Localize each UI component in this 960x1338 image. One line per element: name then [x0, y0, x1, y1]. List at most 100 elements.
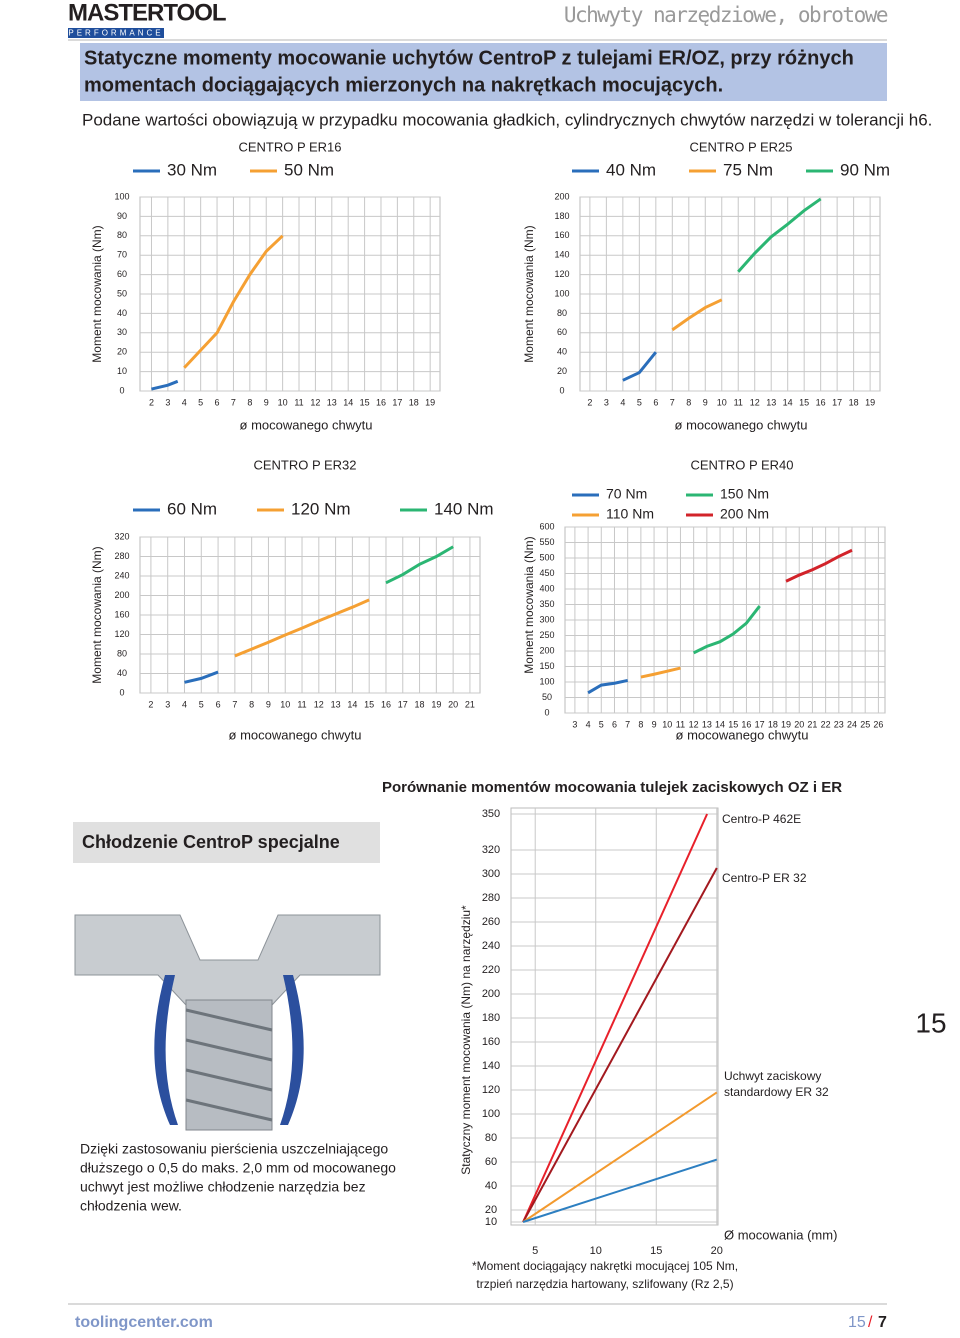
y-tick-label: 240: [482, 940, 500, 952]
brand: MASTERTOOL: [68, 0, 226, 26]
side-tab: 15: [915, 1007, 946, 1038]
y-tick-label: 320: [482, 844, 500, 856]
x-tick-label: 5: [637, 397, 642, 407]
y-tick-label: 260: [482, 916, 500, 928]
brand-sub: PERFORMANCE: [68, 29, 163, 38]
title-line: Statyczne momenty mocowanie uchytów Cent…: [84, 47, 854, 69]
cooling-text: uchwyt jest możliwe chłodzenie narzędzia…: [80, 1179, 366, 1195]
y-tick-label: 70: [117, 250, 127, 260]
chart-title: CENTRO P ER40: [690, 457, 793, 472]
x-tick-label: 17: [755, 719, 765, 729]
y-tick-label: 100: [482, 1108, 500, 1120]
x-tick-label: 8: [247, 397, 252, 407]
x-tick-label: 8: [638, 719, 643, 729]
cooling-text: dłuższego o 0,5 do maks. 2,0 mm od mocow…: [80, 1160, 396, 1176]
y-axis-label: Moment mocowania (Nm): [90, 546, 104, 683]
x-tick-label: 5: [198, 397, 203, 407]
y-tick-label: 0: [544, 707, 549, 717]
y-tick-label: 80: [485, 1132, 497, 1144]
series-line: [640, 666, 681, 679]
x-tick-label: 13: [766, 397, 776, 407]
x-tick-label: 14: [347, 699, 357, 709]
series-line: [587, 678, 628, 695]
y-axis-label: Statyczny moment mocowania (Nm) na narzę…: [459, 905, 473, 1175]
x-tick-label: 4: [182, 397, 187, 407]
x-axis-label: Ø mocowania (mm): [724, 1227, 837, 1242]
y-tick-label: 400: [539, 583, 554, 593]
y-tick-label: 220: [482, 964, 500, 976]
x-tick-label: 5: [199, 699, 204, 709]
y-tick-label: 300: [482, 868, 500, 880]
x-tick-label: 20: [448, 699, 458, 709]
legend-label: 30 Nm: [167, 160, 217, 179]
footer-page: 15: [848, 1314, 866, 1331]
y-tick-label: 20: [117, 347, 127, 357]
y-tick-label: 150: [539, 661, 554, 671]
x-tick-label: 6: [216, 699, 221, 709]
x-tick-label: 18: [409, 397, 419, 407]
y-tick-label: 350: [539, 599, 554, 609]
chart-title: CENTRO P ER25: [689, 139, 792, 154]
y-tick-label: 240: [114, 570, 129, 580]
x-tick-label: 14: [343, 397, 353, 407]
series-line: [622, 351, 657, 382]
x-tick-label: 19: [425, 397, 435, 407]
x-tick-label: 10: [662, 719, 672, 729]
y-tick-label: 120: [114, 629, 129, 639]
x-tick-label: 17: [832, 397, 842, 407]
series-line: [184, 670, 219, 684]
series-line: [671, 298, 723, 332]
y-tick-label: 60: [485, 1156, 497, 1168]
x-tick-label: 5: [599, 719, 604, 729]
series-label: Uchwyt zaciskowy standardowy ER 32: [724, 1069, 829, 1099]
legend-label: 60 Nm: [167, 499, 217, 518]
x-tick-label: 9: [703, 397, 708, 407]
footnote: trzpień narzędzia hartowany, szlifowany …: [476, 1277, 733, 1291]
x-tick-label: 11: [294, 397, 303, 407]
x-tick-label: 13: [327, 397, 337, 407]
x-tick-label: 10: [717, 397, 727, 407]
y-tick-label: 80: [557, 308, 567, 318]
x-tick-label: 18: [768, 719, 778, 729]
footnote: *Moment dociągający nakrętki mocującej 1…: [472, 1259, 738, 1273]
x-tick-label: 6: [612, 719, 617, 729]
y-tick-label: 450: [539, 568, 554, 578]
x-tick-label: 14: [783, 397, 793, 407]
legend-label: 150 Nm: [720, 486, 769, 502]
legend-label: 50 Nm: [284, 160, 334, 179]
x-tick-label: 20: [794, 719, 804, 729]
y-tick-label: 100: [539, 676, 554, 686]
legend-label: 120 Nm: [291, 499, 351, 518]
series-line: [692, 605, 761, 655]
x-tick-label: 16: [376, 397, 386, 407]
x-tick-label: 14: [715, 719, 725, 729]
chart-title: CENTRO P ER32: [253, 457, 356, 472]
x-tick-label: 2: [149, 397, 154, 407]
y-tick-label: 160: [114, 609, 129, 619]
x-tick-label: 11: [676, 719, 685, 729]
x-axis-label: ø mocowanego chwytu: [240, 417, 373, 432]
x-tick-label: 18: [415, 699, 425, 709]
x-tick-label: 15: [364, 699, 374, 709]
cooling-box: [73, 822, 380, 863]
x-tick-label: 3: [572, 719, 577, 729]
legend-label: 110 Nm: [606, 506, 654, 522]
y-tick-label: 200: [114, 590, 129, 600]
x-tick-label: 13: [702, 719, 712, 729]
y-tick-label: 50: [117, 288, 127, 298]
chart-title: CENTRO P ER16: [238, 139, 341, 154]
x-tick-label: 15: [650, 1245, 662, 1257]
x-axis-label: ø mocowanego chwytu: [675, 417, 808, 432]
y-tick-label: 60: [117, 269, 127, 279]
x-tick-label: 3: [604, 397, 609, 407]
x-tick-label: 4: [586, 719, 591, 729]
series-line: [183, 234, 284, 369]
x-tick-label: 15: [728, 719, 738, 729]
x-tick-label: 21: [807, 719, 817, 729]
y-tick-label: 200: [539, 645, 554, 655]
x-tick-label: 4: [620, 397, 625, 407]
x-tick-label: 19: [865, 397, 875, 407]
legend-label: 140 Nm: [434, 499, 494, 518]
